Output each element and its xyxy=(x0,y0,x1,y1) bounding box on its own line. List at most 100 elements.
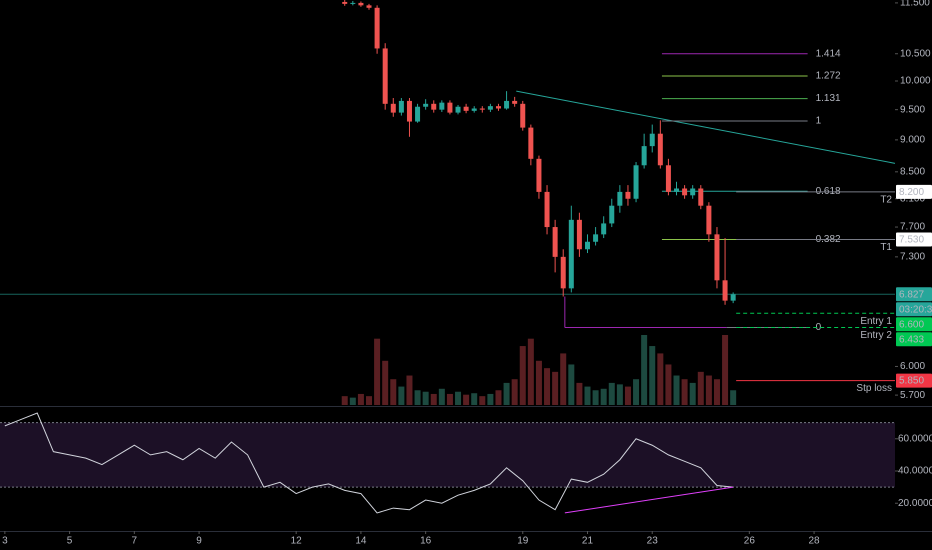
volume-bar xyxy=(374,338,381,405)
volume-bar xyxy=(681,379,688,405)
candle-body xyxy=(463,106,469,111)
volume-bar xyxy=(479,396,486,405)
volume-bar xyxy=(616,384,623,405)
candle-body xyxy=(560,256,566,289)
volume-bar xyxy=(697,371,704,405)
candle-body xyxy=(641,146,647,166)
fib-level-label: 1.131 xyxy=(816,93,841,104)
x-tick-label: 21 xyxy=(582,536,594,547)
volume-bar xyxy=(657,353,664,405)
candle-body xyxy=(423,103,429,107)
candle-body xyxy=(617,191,623,206)
y-tick-label: 6.000 xyxy=(900,361,925,372)
candle-body xyxy=(495,106,501,109)
volume-bar xyxy=(406,375,413,405)
candle-body xyxy=(366,5,372,8)
y-tick-label: 10.500 xyxy=(900,48,931,59)
fib-level-label: 1.414 xyxy=(816,48,841,59)
volume-bar xyxy=(722,335,729,405)
volume-bar xyxy=(414,390,421,405)
x-tick-label: 12 xyxy=(291,536,303,547)
volume-bar xyxy=(705,375,712,405)
volume-bar xyxy=(544,368,551,405)
volume-bar xyxy=(527,338,534,405)
volume-bar xyxy=(366,396,373,405)
volume-bar xyxy=(519,346,526,405)
x-tick-label: 19 xyxy=(517,536,529,547)
volume-bar xyxy=(430,393,437,405)
y-tick-label: 7.700 xyxy=(900,222,925,233)
fib-level-label: 0 xyxy=(816,322,822,333)
volume-bar xyxy=(503,382,510,405)
volume-bar xyxy=(568,364,575,405)
volume-bar xyxy=(390,379,397,405)
fib-level-label: 0.618 xyxy=(816,186,841,197)
candle-body xyxy=(625,191,631,199)
candle-body xyxy=(479,108,485,110)
candle-body xyxy=(350,2,356,4)
candle-body xyxy=(544,191,550,228)
candle-body xyxy=(722,280,728,301)
price-tag xyxy=(896,232,932,247)
x-tick-label: 7 xyxy=(132,536,138,547)
volume-bar xyxy=(633,379,640,405)
volume-bar xyxy=(511,379,518,405)
volume-bar xyxy=(487,393,494,405)
candle-body xyxy=(431,103,437,110)
y-tick-label: 60.0000 xyxy=(898,433,932,444)
trendline xyxy=(516,90,896,164)
candle-body xyxy=(601,223,607,235)
level-name: T1 xyxy=(880,242,892,253)
candle-body xyxy=(584,241,590,250)
candle-body xyxy=(536,158,542,192)
y-tick-label: 9.500 xyxy=(900,104,925,115)
candle-body xyxy=(398,100,404,113)
candle-body xyxy=(447,102,453,113)
price-tag xyxy=(896,287,932,302)
volume-bar xyxy=(730,390,737,405)
y-tick-label: 9.000 xyxy=(900,135,925,146)
rsi-line xyxy=(4,412,734,514)
candle-body xyxy=(528,127,534,159)
price-tag xyxy=(896,373,932,388)
x-tick-label: 23 xyxy=(647,536,659,547)
candle-body xyxy=(512,100,518,104)
price-tag xyxy=(896,317,932,332)
y-tick-label: 7.300 xyxy=(900,252,925,263)
x-tick-label: 9 xyxy=(196,536,202,547)
candle-body xyxy=(593,234,599,242)
x-tick-label: 26 xyxy=(744,536,756,547)
y-tick-label: 20.0000 xyxy=(898,498,932,509)
candle-body xyxy=(520,103,526,128)
candle-body xyxy=(382,48,388,104)
volume-bar xyxy=(600,388,607,405)
volume-bar xyxy=(592,390,599,405)
candle-body xyxy=(358,2,364,6)
candle-body xyxy=(342,1,348,4)
candle-body xyxy=(390,103,396,113)
candle-body xyxy=(455,106,461,113)
volume-bar xyxy=(689,382,696,405)
volume-bar xyxy=(357,393,364,405)
volume-bar xyxy=(446,393,453,405)
candle-body xyxy=(568,219,574,289)
volume-bar xyxy=(576,382,583,405)
y-tick-label: 8.500 xyxy=(900,166,925,177)
candle-body xyxy=(609,205,615,224)
volume-bar xyxy=(665,364,672,405)
rsi-band xyxy=(0,422,895,488)
candle-body xyxy=(406,100,412,122)
candle-body xyxy=(576,219,582,250)
volume-bar xyxy=(382,360,389,405)
volume-bar xyxy=(560,353,567,405)
price-tag-label: 8.200 xyxy=(899,187,924,198)
rsi-divergence xyxy=(564,486,734,514)
x-tick-label: 14 xyxy=(355,536,367,547)
candle-body xyxy=(665,165,671,192)
volume-bar xyxy=(341,396,348,405)
candle-body xyxy=(439,102,445,110)
price-tag-label: 03:20:30 xyxy=(899,304,932,315)
volume-bar xyxy=(624,386,631,405)
volume-bar xyxy=(673,375,680,405)
